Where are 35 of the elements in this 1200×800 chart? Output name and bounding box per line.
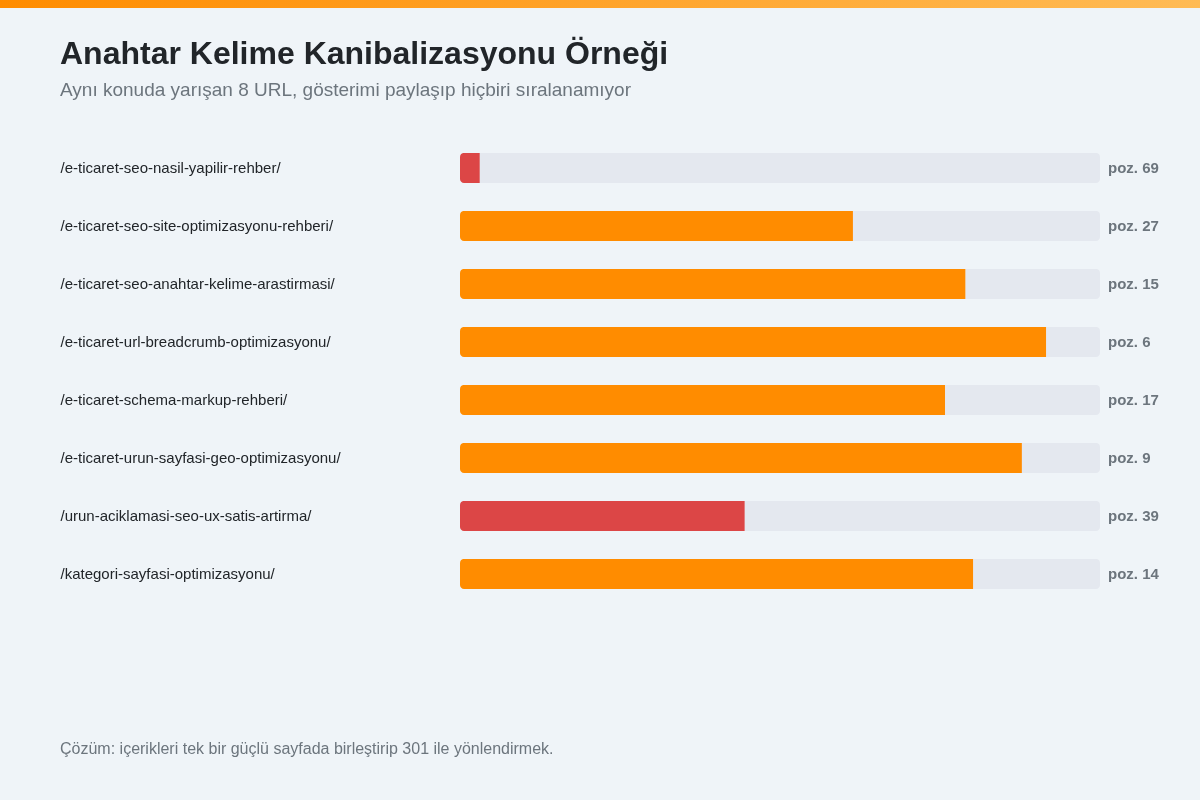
bar (460, 384, 946, 416)
y-tick-label: /e-ticaret-seo-anahtar-kelime-arastirmasi/ (60, 275, 336, 292)
chart-title: Anahtar Kelime Kanibalizasyonu Örneği (60, 35, 669, 71)
text: poz. 15 (1108, 275, 1159, 292)
text: poz. 9 (1108, 449, 1151, 466)
y-tick-label: /e-ticaret-urun-sayfasi-geo-optimizasyonu/ (60, 449, 342, 466)
bar (479, 152, 1100, 184)
y-tick-label: /e-ticaret-url-breadcrumb-optimizasyonu/ (60, 333, 332, 350)
bar (460, 152, 480, 184)
bar (852, 210, 1100, 242)
y-tick-label: /e-ticaret-schema-markup-rehberi/ (60, 391, 289, 408)
y-tick-label: /e-ticaret-seo-site-optimizasyonu-rehberi/ (60, 217, 334, 234)
bar (460, 558, 974, 590)
bar (460, 268, 966, 300)
bar (460, 210, 853, 242)
bar (945, 384, 1100, 416)
bar (1046, 326, 1100, 358)
text: poz. 27 (1108, 217, 1159, 234)
bar (460, 326, 1047, 358)
bar (965, 268, 1100, 300)
bar (460, 500, 745, 532)
text: poz. 14 (1108, 565, 1160, 582)
y-tick-label: /kategori-sayfasi-optimizasyonu/ (60, 565, 276, 582)
y-tick-label: /urun-aciklamasi-seo-ux-satis-artirma/ (60, 507, 313, 524)
text: Çözüm: içerikleri tek bir güçlü sayfada birleştirip 301 ile yönlendirmek. (60, 740, 554, 758)
chart-subtitle: Aynı konuda yarışan 8 URL, gösterimi paylaşıp hiçbiri sıralanamıyor (60, 79, 632, 100)
text: poz. 6 (1108, 333, 1151, 350)
bar (460, 442, 1022, 474)
text: poz. 39 (1108, 507, 1159, 524)
bar (744, 500, 1100, 532)
bar (1021, 442, 1100, 474)
y-tick-label: /e-ticaret-seo-nasil-yapilir-rehber/ (60, 159, 282, 176)
text: poz. 17 (1108, 391, 1159, 408)
text: poz. 69 (1108, 159, 1159, 176)
bar (973, 558, 1100, 590)
